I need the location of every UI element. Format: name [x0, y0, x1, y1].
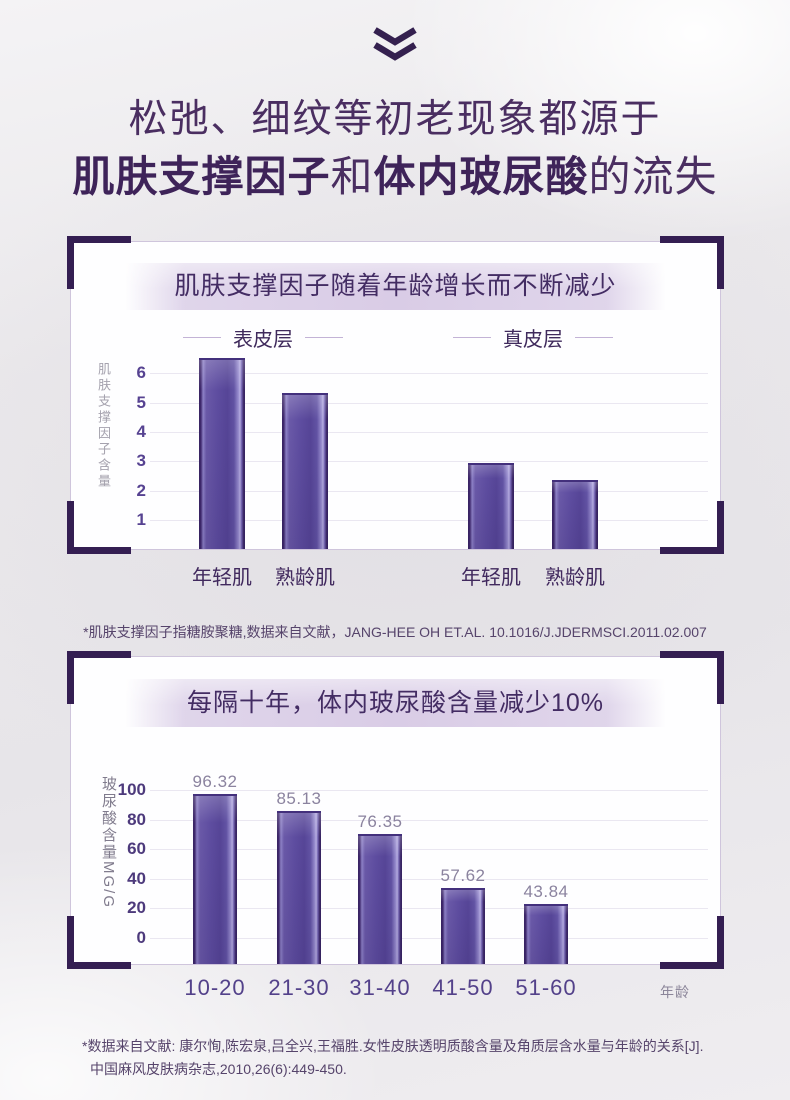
legend-epidermis: 表皮层: [153, 323, 373, 352]
corner-bracket-top-left-icon: [67, 651, 131, 704]
x-category-label: 年轻肌: [192, 567, 252, 589]
gridline: [150, 878, 708, 880]
legend-dash-icon: [305, 337, 343, 338]
chart2-x-axis-label: 年龄: [660, 984, 690, 1000]
legend-dermis: 真皮层: [423, 323, 643, 352]
title-conjunction: 和: [330, 153, 374, 200]
bar: [282, 393, 328, 549]
chart2-y-axis-label: 玻尿酸含量MG/G: [100, 776, 117, 909]
legend-dash-icon: [453, 337, 491, 338]
gridline: [150, 402, 708, 404]
gridline: [150, 373, 708, 375]
y-tick-label: 6: [136, 363, 146, 383]
x-category-label: 熟龄肌: [545, 567, 605, 589]
gridline: [150, 938, 708, 939]
y-tick-label: 100: [117, 780, 146, 799]
corner-bracket-top-right-icon: [660, 236, 724, 289]
chevron-down-icon: [373, 27, 417, 61]
bar-value-label: 57.62: [440, 866, 486, 885]
y-tick-label: 1: [136, 510, 146, 530]
x-category-label: 21-30: [268, 975, 330, 1000]
y-tick-label: 5: [136, 392, 146, 412]
y-tick-label: 20: [127, 898, 146, 918]
title-tail: 的流失: [588, 153, 718, 200]
gridline: [150, 849, 708, 851]
bar: [468, 463, 514, 549]
chart2-footnote-line1: *数据来自文献: 康尔恂,陈宏泉,吕全兴,王福胜.女性皮肤透明质酸含量及角质层含…: [82, 1038, 704, 1054]
chart2-title-banner: 每隔十年，体内玻尿酸含量减少10%: [125, 679, 666, 727]
gridline: [150, 520, 708, 522]
chart1-footnote: *肌肤支撑因子指糖胺聚糖,数据来自文献，JANG-HEE OH ET.AL. 1…: [83, 624, 707, 640]
y-tick-label: 40: [127, 868, 146, 888]
bar-value-label: 96.32: [192, 772, 238, 791]
y-tick-label: 4: [136, 421, 146, 441]
gridline: [150, 819, 708, 821]
y-tick-label: 2: [136, 480, 146, 500]
bar-value-label: 76.35: [357, 812, 403, 831]
x-category-label: 年轻肌: [461, 567, 521, 589]
x-category-label: 熟龄肌: [275, 567, 335, 589]
title-emphasis-support-factor: 肌肤支撑因子: [72, 153, 331, 200]
bar-value-label: 43.84: [523, 882, 569, 901]
gridline: [150, 908, 708, 910]
chart2-footnote: *数据来自文献: 康尔恂,陈宏泉,吕全兴,王福胜.女性皮肤透明质酸含量及角质层含…: [82, 1035, 732, 1081]
y-tick-label: 80: [127, 809, 146, 829]
x-category-label: 41-50: [432, 975, 494, 1000]
corner-bracket-bottom-right-icon: [660, 501, 724, 554]
x-category-label: 31-40: [349, 975, 411, 1000]
legend-dermis-label: 真皮层: [503, 329, 563, 351]
bar: [358, 834, 402, 964]
y-tick-label: 3: [136, 451, 146, 471]
page-title-line1: 松弛、细纹等初老现象都源于: [128, 98, 662, 141]
legend-dash-icon: [575, 337, 613, 338]
x-category-label: 10-20: [184, 975, 246, 1000]
bar: [193, 794, 237, 964]
page-title-line2: 肌肤支撑因子和体内玻尿酸的流失: [0, 143, 790, 204]
bar: [552, 480, 598, 549]
bar: [277, 811, 321, 964]
chart1-y-axis-label: 肌肤支撑因子含量: [96, 362, 111, 490]
corner-bracket-bottom-right-icon: [660, 916, 724, 969]
support-factor-chart-card: 肌肤支撑因子随着年龄增长而不断减少: [67, 236, 724, 554]
chart2-footnote-line2: 中国麻风皮肤病杂志,2010,26(6):449-450.: [90, 1061, 347, 1077]
corner-bracket-top-right-icon: [660, 651, 724, 704]
y-tick-label: 60: [127, 839, 146, 859]
chart1-title-banner: 肌肤支撑因子随着年龄增长而不断减少: [125, 263, 666, 310]
corner-bracket-bottom-left-icon: [67, 916, 131, 969]
bar-value-label: 85.13: [276, 789, 322, 808]
gridline: [150, 431, 708, 433]
x-category-label: 51-60: [515, 975, 577, 1000]
gridline: [150, 790, 708, 791]
corner-bracket-bottom-left-icon: [67, 501, 131, 554]
legend-dash-icon: [183, 337, 221, 338]
bar: [441, 888, 485, 964]
corner-bracket-top-left-icon: [67, 236, 131, 289]
bar: [524, 904, 568, 964]
legend-epidermis-label: 表皮层: [233, 329, 293, 351]
title-emphasis-hyaluronic: 体内玻尿酸: [373, 153, 589, 200]
gridline: [150, 490, 708, 492]
gridline: [150, 461, 708, 463]
bar: [199, 358, 245, 549]
y-tick-label: 0: [136, 928, 146, 947]
